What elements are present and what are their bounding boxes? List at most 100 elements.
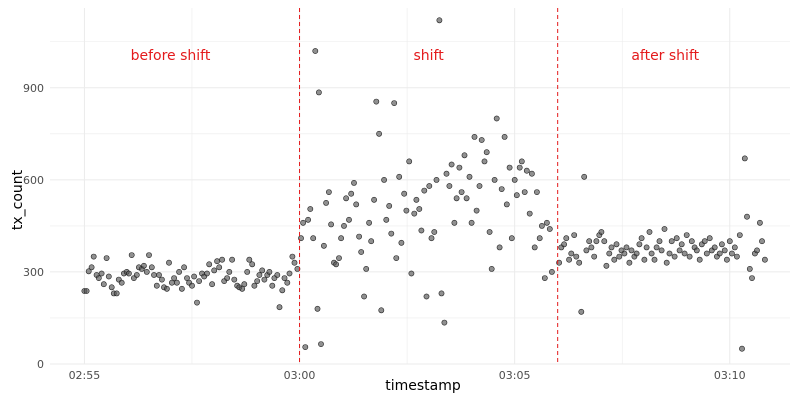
data-point [396,173,403,180]
data-point [244,268,251,275]
data-point [266,268,273,275]
data-point [421,187,428,194]
data-point [583,247,590,254]
x-axis-ticks: 02:55 03:00 03:05 03:10 [69,369,746,382]
data-point [566,256,572,263]
data-point [371,196,377,203]
data-point [648,250,655,257]
data-point [156,272,162,278]
data-point [486,229,493,235]
data-point [163,285,170,292]
data-point [736,232,743,238]
data-point [544,219,550,226]
data-point [338,235,344,242]
data-point [653,244,660,251]
data-point [194,299,200,306]
data-point [433,176,440,183]
data-point [508,235,515,242]
data-point [754,247,760,254]
data-point [724,256,730,263]
data-point [108,284,115,291]
data-point [621,250,628,257]
data-point [261,276,268,283]
y-axis-ticks: 0 300 600 900 [23,82,44,371]
data-point [254,278,261,284]
data-point [125,270,132,277]
data-point [438,290,445,297]
data-point [678,241,685,248]
data-point [178,285,185,292]
data-point [668,238,675,245]
data-point [749,275,755,281]
data-point [593,238,600,245]
data-point [561,241,567,248]
data-point [693,247,700,254]
data-point [729,250,735,257]
data-point [673,235,680,242]
data-point [719,241,725,248]
y-tick-label: 0 [37,358,44,371]
data-point [456,164,463,171]
data-point [529,170,535,177]
data-point [249,261,256,268]
data-point [128,252,135,258]
data-point [493,115,500,122]
data-point [473,207,480,214]
data-point [246,256,253,263]
data-point [563,235,570,242]
data-point [181,264,187,271]
data-point [731,244,738,251]
data-point [658,247,665,254]
data-point [448,161,455,168]
data-point [388,230,395,237]
phase-annotations: before shift shift after shift [131,48,700,64]
data-point [286,270,293,277]
data-point [711,244,718,251]
data-point [209,281,215,288]
data-point [581,173,588,180]
data-point [683,232,690,238]
data-point [483,149,490,156]
data-point [118,279,125,286]
data-point [346,216,352,223]
data-point [305,216,311,223]
data-point [516,164,523,171]
data-point [588,244,595,251]
data-point [259,267,266,274]
data-point [184,275,190,281]
data-point [616,253,623,260]
data-point [603,262,610,269]
data-point [320,242,327,249]
data-point [211,267,218,274]
data-point [276,304,283,311]
data-point [153,282,160,289]
data-point [546,226,553,232]
data-point [358,249,365,255]
data-point [696,256,703,263]
data-point [476,183,483,189]
data-point [739,345,745,352]
data-point [383,216,390,223]
data-point [151,272,157,278]
data-point [523,167,530,174]
data-point [541,275,548,281]
data-point [471,133,478,140]
data-point [314,305,321,312]
data-point [85,268,92,275]
data-point [146,252,152,258]
data-point [88,264,95,271]
data-point [701,238,708,245]
data-point [576,259,583,266]
x-tick-label: 03:05 [499,369,531,382]
data-point [759,238,765,245]
data-point [606,250,613,257]
data-point [189,282,195,289]
data-point [133,272,140,278]
data-point [336,255,342,261]
data-point [638,235,645,242]
data-point [734,253,740,260]
data-point [348,190,355,197]
data-point [636,241,643,248]
data-point [688,238,695,245]
